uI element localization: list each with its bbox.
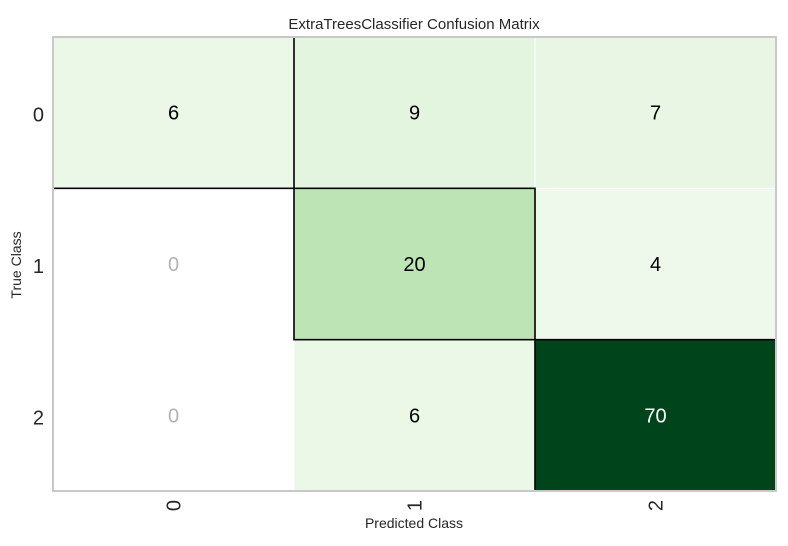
y-tick-label-0: 0: [33, 105, 44, 127]
heatmap-cell-2-0: [52, 339, 295, 492]
x-tick-label-0: 0: [164, 500, 186, 511]
heatmap-cell-1-0: [52, 187, 295, 341]
cell-value-1-1: 20: [403, 254, 425, 276]
y-tick-labels: 0 1 2: [33, 105, 44, 430]
heatmap-cells: [52, 36, 777, 492]
cell-value-0-0: 6: [168, 103, 179, 125]
cell-value-2-1: 6: [409, 405, 420, 427]
y-axis-label: True Class: [8, 231, 24, 298]
x-axis-label: Predicted Class: [365, 515, 463, 531]
cell-value-1-2: 4: [650, 254, 661, 276]
x-tick-labels: 0 1 2: [164, 500, 668, 511]
y-tick-label-1: 1: [33, 256, 44, 278]
plot-frame: [52, 36, 777, 492]
cell-value-0-2: 7: [650, 103, 661, 125]
heatmap-cell-1-1: [293, 187, 536, 341]
chart-title: ExtraTreesClassifier Confusion Matrix: [288, 16, 540, 33]
cell-value-2-2: 70: [644, 405, 666, 427]
heatmap-cell-0-1: [293, 36, 536, 189]
heatmap-cell-2-1: [293, 339, 536, 492]
cell-value-labels: 6 9 70 20 40 6 70: [168, 103, 667, 428]
x-tick-label-2: 2: [646, 500, 668, 511]
cell-value-0-1: 9: [409, 103, 420, 125]
x-tick-label-1: 1: [405, 500, 427, 511]
cell-value-2-0: 0: [168, 405, 179, 427]
diagonal-highlight-1: [293, 187, 536, 341]
cell-value-1-0: 0: [168, 254, 179, 276]
heatmap-cell-1-2: [534, 187, 777, 341]
heatmap-cell-0-0: [52, 36, 295, 189]
y-tick-label-2: 2: [33, 407, 44, 429]
